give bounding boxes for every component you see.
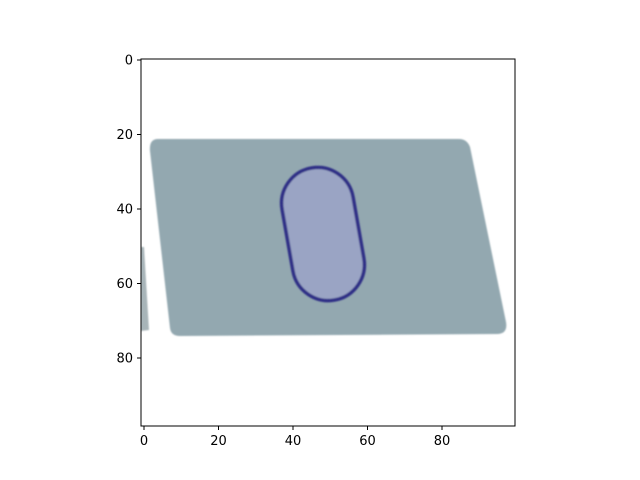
- x-tick-label: 40: [285, 434, 302, 449]
- card-edge-sliver: [141, 247, 149, 331]
- y-tick-label: 40: [116, 203, 133, 218]
- y-axis: 0 20 40 60 80: [116, 54, 141, 367]
- y-tick-label: 0: [125, 54, 133, 69]
- x-tick-label: 60: [359, 434, 376, 449]
- y-tick-label: 20: [116, 128, 133, 143]
- x-axis: 0 20 40 60 80: [140, 426, 450, 449]
- y-tick-label: 80: [116, 352, 133, 367]
- image-area: [141, 59, 515, 426]
- x-tick-label: 0: [140, 434, 148, 449]
- oval-marking: [279, 165, 367, 303]
- axes-frame: [140, 58, 516, 427]
- y-tick-label: 60: [116, 277, 133, 292]
- x-tick-label: 80: [434, 434, 451, 449]
- x-tick-label: 20: [210, 434, 227, 449]
